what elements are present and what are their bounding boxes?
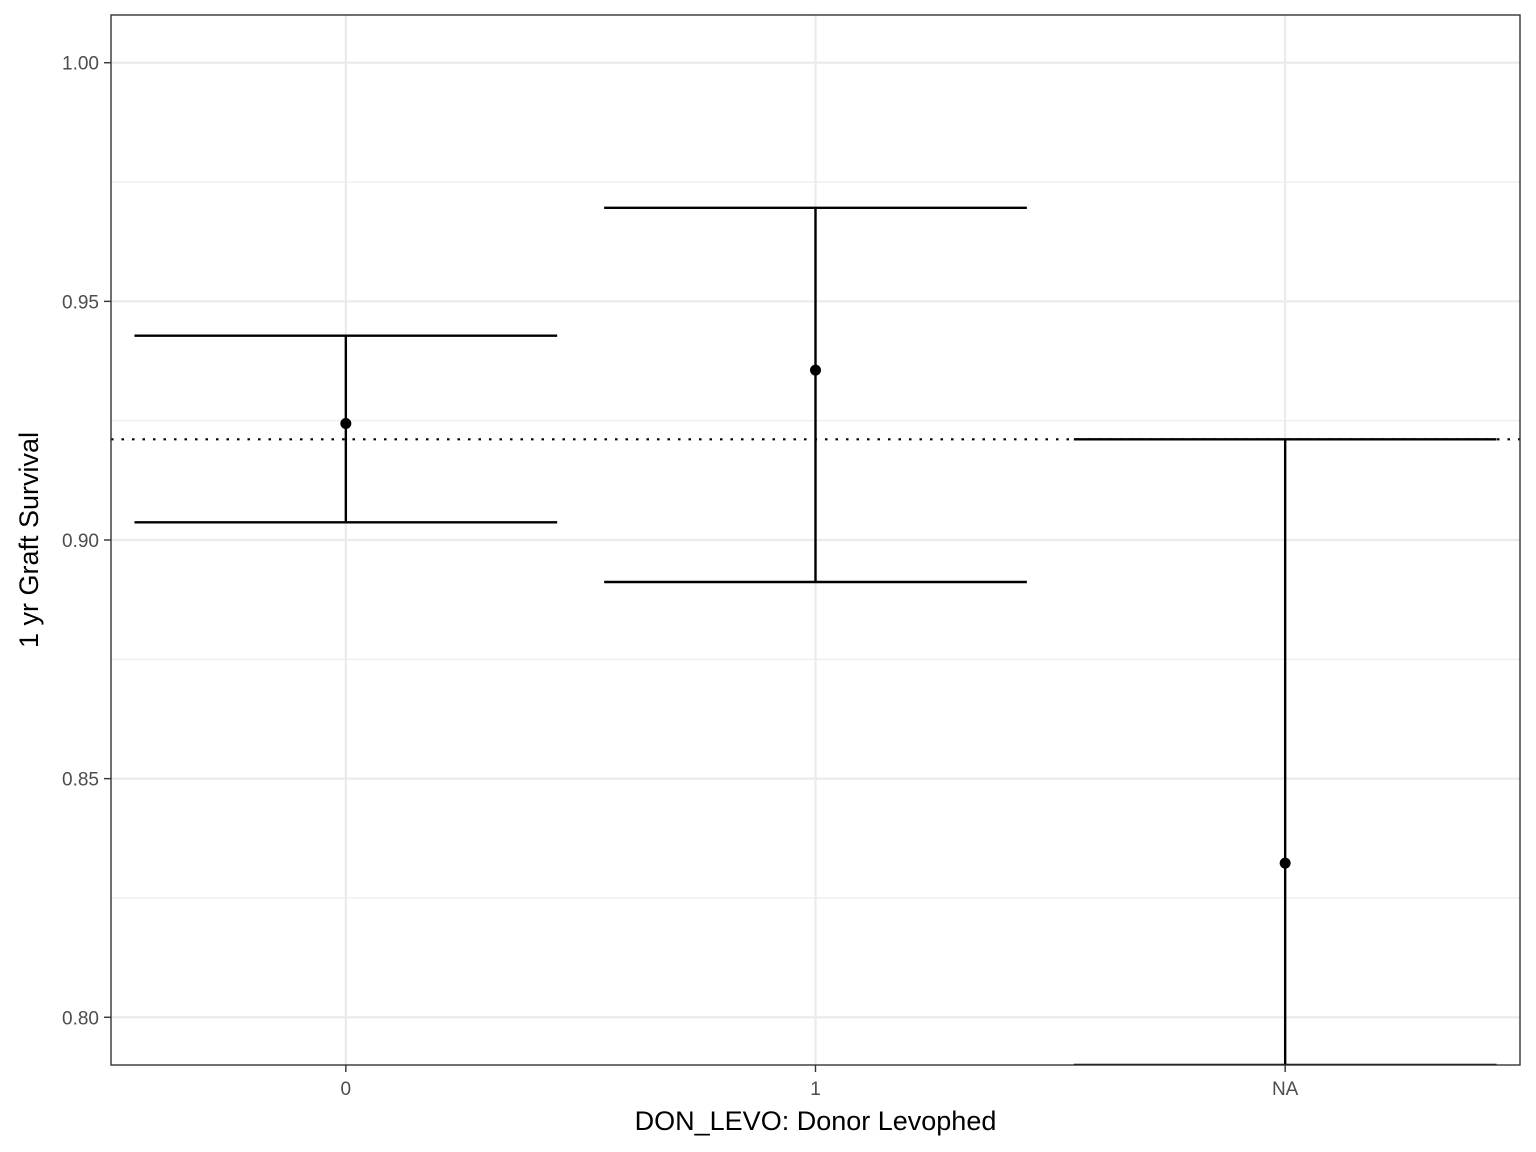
axis-ticks: 0.80 0.85 0.90 0.95 1.00 0 1 NA — [62, 54, 1299, 1100]
data-point — [340, 418, 352, 430]
data-point — [810, 364, 821, 376]
y-tick-label: 0.80 — [62, 1008, 99, 1029]
x-axis-title: DON_LEVO: Donor Levophed — [635, 1106, 997, 1136]
y-tick-label: 1.00 — [62, 54, 99, 75]
error-bar-group-0 — [134, 334, 558, 524]
data-marks — [134, 206, 1497, 1065]
y-tick-label: 0.85 — [62, 770, 99, 791]
data-point — [1279, 857, 1291, 869]
y-tick-label: 0.90 — [62, 531, 99, 552]
y-tick-label: 0.95 — [62, 292, 99, 313]
x-tick-label: 1 — [810, 1079, 821, 1100]
x-tick-label: NA — [1272, 1079, 1299, 1100]
x-tick-label: 0 — [341, 1079, 352, 1100]
y-axis-title: 1 yr Graft Survival — [14, 432, 44, 648]
error-bar-group-NA — [1073, 438, 1497, 1065]
error-bar-group-1 — [604, 206, 1027, 584]
